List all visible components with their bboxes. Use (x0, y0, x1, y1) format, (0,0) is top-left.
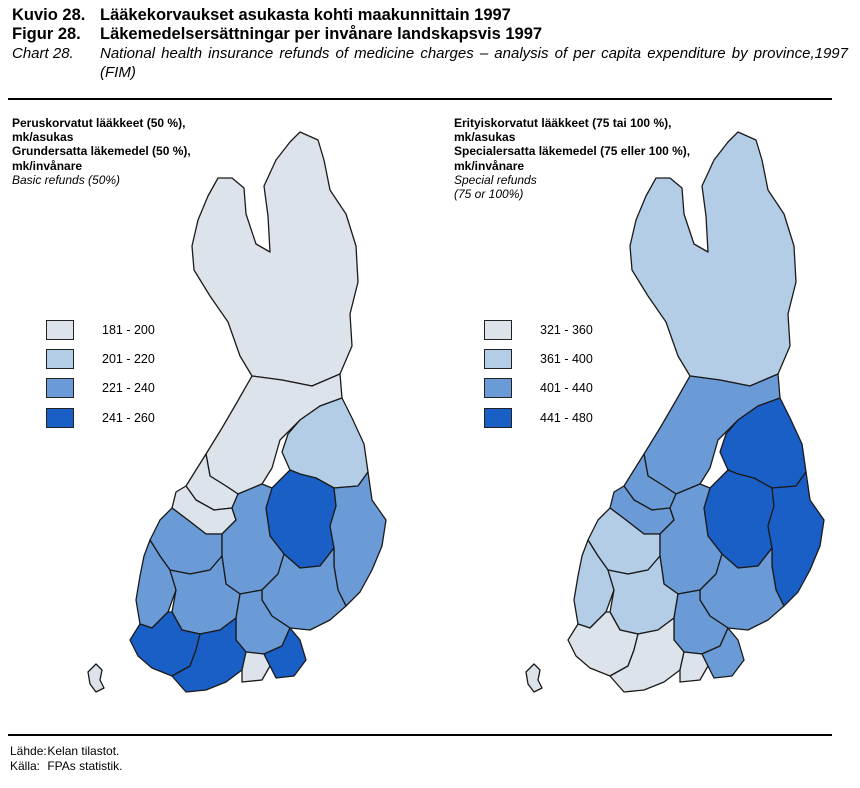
legend-swatch (46, 378, 74, 398)
right-title-fi: Erityiskorvatut lääkkeet (75 tai 100 %), (454, 116, 672, 130)
right-legend-item: 321 - 360 (484, 320, 644, 342)
left-legend-item: 241 - 260 (46, 408, 206, 430)
top-divider (8, 98, 832, 100)
right-map-title: Erityiskorvatut lääkkeet (75 tai 100 %),… (454, 116, 690, 201)
region-kymi_s (263, 627, 307, 679)
bottom-divider (8, 734, 832, 736)
legend-swatch (484, 320, 512, 340)
region-oulu (643, 373, 781, 495)
legend-label: 401 - 440 (540, 381, 593, 395)
legend-swatch (484, 378, 512, 398)
region-uusimaa (171, 617, 247, 693)
chart-header: Kuvio 28. Lääkekorvaukset asukasta kohti… (12, 6, 848, 82)
header-row-sv: Figur 28. Läkemedelsersättningar per inv… (12, 25, 848, 44)
right-unit-fi: mk/asukas (454, 130, 516, 145)
right-title-en-2: (75 or 100%) (454, 187, 524, 202)
legend-label: 241 - 260 (102, 411, 155, 425)
title-sv: Läkemedelsersättningar per invånare land… (100, 25, 543, 43)
source-fi: Lähde: Kelan tilastot. (10, 744, 122, 759)
legend-label: 361 - 400 (540, 352, 593, 366)
source-value-fi: Kelan tilastot. (47, 744, 120, 758)
right-legend-item: 441 - 480 (484, 408, 644, 430)
region-aland (525, 663, 543, 693)
left-legend-item: 221 - 240 (46, 378, 206, 400)
left-unit-fi: mk/asukas (12, 130, 74, 145)
source-key-sv: Källa: (10, 759, 41, 773)
region-lapland (629, 131, 797, 387)
left-title-fi: Peruskorvatut lääkkeet (50 %), (12, 116, 186, 130)
region-aland (87, 663, 105, 693)
title-en: National health insurance refunds of med… (100, 45, 848, 81)
right-legend-item: 401 - 440 (484, 378, 644, 400)
right-legend-item: 361 - 400 (484, 349, 644, 371)
legend-swatch (484, 408, 512, 428)
legend-label: 181 - 200 (102, 323, 155, 337)
figure-number-sv: Figur 28. (12, 25, 81, 43)
title-fi: Lääkekorvaukset asukasta kohti maakunnit… (100, 6, 511, 24)
legend-swatch (46, 320, 74, 340)
right-unit-sv: mk/invånare (454, 158, 525, 173)
region-oulu (205, 373, 343, 495)
region-n_karelia (767, 471, 825, 607)
left-legend-item: 181 - 200 (46, 320, 206, 342)
right-title-sv: Specialersatta läkemedel (75 eller 100 %… (454, 144, 691, 159)
legend-label: 441 - 480 (540, 411, 593, 425)
right-title-en-1: Special refunds (454, 172, 537, 187)
legend-swatch (46, 349, 74, 369)
legend-swatch (46, 408, 74, 428)
left-map-title: Peruskorvatut lääkkeet (50 %), mk/asukas… (12, 116, 191, 187)
left-title-en: Basic refunds (50%) (12, 172, 121, 187)
figure-number-en: Chart 28. (12, 45, 74, 62)
left-unit-sv: mk/invånare (12, 158, 83, 173)
region-n_karelia (329, 471, 387, 607)
source-note: Lähde: Kelan tilastot. Källa: FPAs stati… (10, 744, 122, 774)
region-lapland (191, 131, 359, 387)
left-title-sv: Grundersatta läkemedel (50 %), (12, 144, 191, 159)
header-row-fi: Kuvio 28. Lääkekorvaukset asukasta kohti… (12, 6, 848, 25)
legend-label: 221 - 240 (102, 381, 155, 395)
left-map (87, 131, 387, 693)
right-map (525, 131, 825, 693)
source-value-sv: FPAs statistik. (47, 759, 123, 773)
region-kymi_s (701, 627, 745, 679)
source-sv: Källa: FPAs statistik. (10, 759, 122, 774)
header-row-en: Chart 28. National health insurance refu… (12, 44, 848, 82)
legend-swatch (484, 349, 512, 369)
region-uusimaa (609, 617, 685, 693)
figure-number-fi: Kuvio 28. (12, 6, 86, 24)
legend-label: 201 - 220 (102, 352, 155, 366)
legend-label: 321 - 360 (540, 323, 593, 337)
left-legend-item: 201 - 220 (46, 349, 206, 371)
source-key-fi: Lähde: (10, 744, 47, 758)
